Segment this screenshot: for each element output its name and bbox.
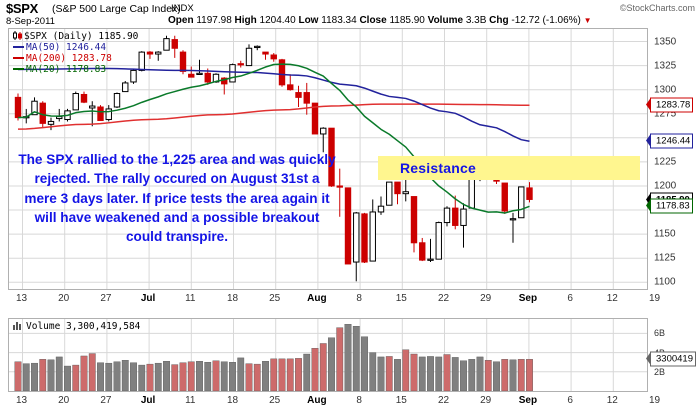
volume-panel: Volume 3,300,419,584 <box>8 318 648 392</box>
legend-row-price: $SPX (Daily) 1185.90 <box>13 31 138 42</box>
x-axis-tick-label: 11 <box>185 395 196 406</box>
legend-ma200-text: MA(200) 1283.78 <box>26 53 112 64</box>
volume-legend: Volume 3,300,419,584 <box>13 321 140 332</box>
stockcharts-watermark: ©StockCharts.com <box>619 3 695 13</box>
volume-value-tag: 3300419 <box>646 351 696 367</box>
x-axis-top: 13 20 27 Jul 11 18 25 Aug 8 15 22 29 Sep 6 12 19 <box>8 292 660 306</box>
candlestick-icon <box>13 31 22 40</box>
close-value: 1185.90 <box>389 15 425 26</box>
legend-row-volume: Volume 3,300,419,584 <box>13 321 140 332</box>
ma200-line-swatch-icon <box>13 56 24 59</box>
resistance-band <box>378 156 640 181</box>
legend-ma20-text: MA(20) 1178.83 <box>26 64 107 75</box>
x-axis-tick-label: 29 <box>480 395 492 406</box>
x-axis-tick-label: 20 <box>58 293 70 304</box>
chg-down-caret-icon: ▼ <box>583 16 592 25</box>
x-axis-tick-label: Sep <box>518 293 538 304</box>
x-axis-tick-label: Sep <box>518 395 538 406</box>
x-axis-tick-label: Jul <box>140 395 156 406</box>
open-label: Open <box>168 15 194 26</box>
x-axis-tick-label: 22 <box>437 395 450 406</box>
x-axis-tick-label: 12 <box>606 293 618 304</box>
legend-ma50-text: MA(50) 1246.44 <box>26 42 107 53</box>
price-y-tick: 1150 <box>654 228 676 240</box>
x-axis-tick-label: 11 <box>185 293 196 304</box>
chart-header: $SPX (S&P 500 Large Cap Index) INDX ©Sto… <box>0 0 700 28</box>
price-y-tick: 1300 <box>654 84 677 96</box>
price-legend: $SPX (Daily) 1185.90 MA(50) 1246.44 MA(2… <box>13 31 138 75</box>
low-value: 1183.34 <box>321 15 357 26</box>
chg-label: Chg <box>489 15 509 26</box>
price-y-tick: 1275 <box>654 108 677 120</box>
x-axis-tick-label: 18 <box>226 293 239 304</box>
legend-row-ma20: MA(20) 1178.83 <box>13 64 138 75</box>
x-axis-bottom: 13 20 27 Jul 11 18 25 Aug 8 15 22 29 Sep 6 12 19 <box>8 394 660 408</box>
x-axis-tick-label: 15 <box>395 293 407 304</box>
x-axis-tick-label: 25 <box>269 395 281 406</box>
high-value: 1204.40 <box>259 15 296 26</box>
x-axis-tick-label: Jul <box>140 293 156 304</box>
x-axis-tick-label: 8 <box>356 395 362 406</box>
x-axis-tick-label: 22 <box>437 293 450 304</box>
price-y-tick: 1100 <box>654 276 676 288</box>
volume-label: Volume <box>427 15 464 26</box>
legend-row-ma200: MA(200) 1283.78 <box>13 53 138 64</box>
x-axis-tick-label: 6 <box>567 395 573 406</box>
ma20-tag: 1178.83 <box>646 198 693 214</box>
x-axis-tick-label: 8 <box>356 293 362 304</box>
ma50-tag: 1246.44 <box>645 133 694 149</box>
price-y-tick: 1200 <box>654 180 677 192</box>
x-axis-tick-label: 12 <box>606 395 618 406</box>
price-y-axis: 1350132513001275125012251200117511501125… <box>645 28 700 290</box>
chart-annotation-text: The SPX rallied to the 1,225 area and wa… <box>18 152 336 245</box>
x-axis-tick-label: 29 <box>480 293 492 304</box>
volume-y-tick: 2B <box>654 366 666 377</box>
symbol-exchange: INDX <box>171 3 194 14</box>
x-axis-tick-label: 13 <box>15 293 28 304</box>
x-axis-tick-label: 18 <box>226 395 239 406</box>
x-axis-tick-label: 13 <box>15 395 28 406</box>
low-label: Low <box>298 15 319 26</box>
quote-date: 8-Sep-2011 <box>6 16 55 27</box>
resistance-label: Resistance <box>400 160 476 177</box>
x-axis-tick-label: 19 <box>648 395 661 406</box>
high-label: High <box>234 15 257 26</box>
legend-price-text: $SPX (Daily) 1185.90 <box>24 31 139 42</box>
ma20-line-swatch-icon <box>13 67 24 70</box>
price-y-tick: 1125 <box>654 252 676 264</box>
x-axis-tick-label: 27 <box>100 395 112 406</box>
price-y-tick: 1350 <box>654 36 677 47</box>
volume-y-tick: 6B <box>654 328 666 339</box>
symbol-ticker: $SPX <box>6 1 39 16</box>
volume-y-axis: 2B4B6B3300419 <box>646 318 700 392</box>
volume-plot <box>9 319 647 391</box>
close-label: Close <box>359 15 387 26</box>
volume-bars-icon <box>13 321 23 330</box>
price-y-tick: 1325 <box>654 60 677 72</box>
x-axis-tick-label: Aug <box>307 293 327 304</box>
price-plot <box>9 29 647 289</box>
volume-value: 3.3B <box>465 15 487 26</box>
x-axis-tick-label: 20 <box>58 395 70 406</box>
x-axis-tick-label: 15 <box>395 395 407 406</box>
x-axis-tick-label: 6 <box>567 293 573 304</box>
ma50-line-swatch-icon <box>13 45 24 48</box>
open-value: 1197.98 <box>196 15 232 26</box>
x-axis-tick-label: 25 <box>269 293 281 304</box>
legend-volume-text: Volume 3,300,419,584 <box>26 321 141 332</box>
x-axis-tick-label: Aug <box>307 395 327 406</box>
price-y-tick: 1225 <box>654 156 677 168</box>
x-axis-tick-label: 19 <box>648 293 661 304</box>
legend-row-ma50: MA(50) 1246.44 <box>13 42 138 53</box>
ma200-tag: 1283.78 <box>645 97 694 113</box>
chg-value: -12.72 (-1.06%) <box>511 15 581 26</box>
x-axis-tick-label: 27 <box>100 293 112 304</box>
symbol-name: (S&P 500 Large Cap Index) <box>52 3 181 15</box>
quote-bar: Open 1197.98 High 1204.40 Low 1183.34 Cl… <box>168 15 592 26</box>
